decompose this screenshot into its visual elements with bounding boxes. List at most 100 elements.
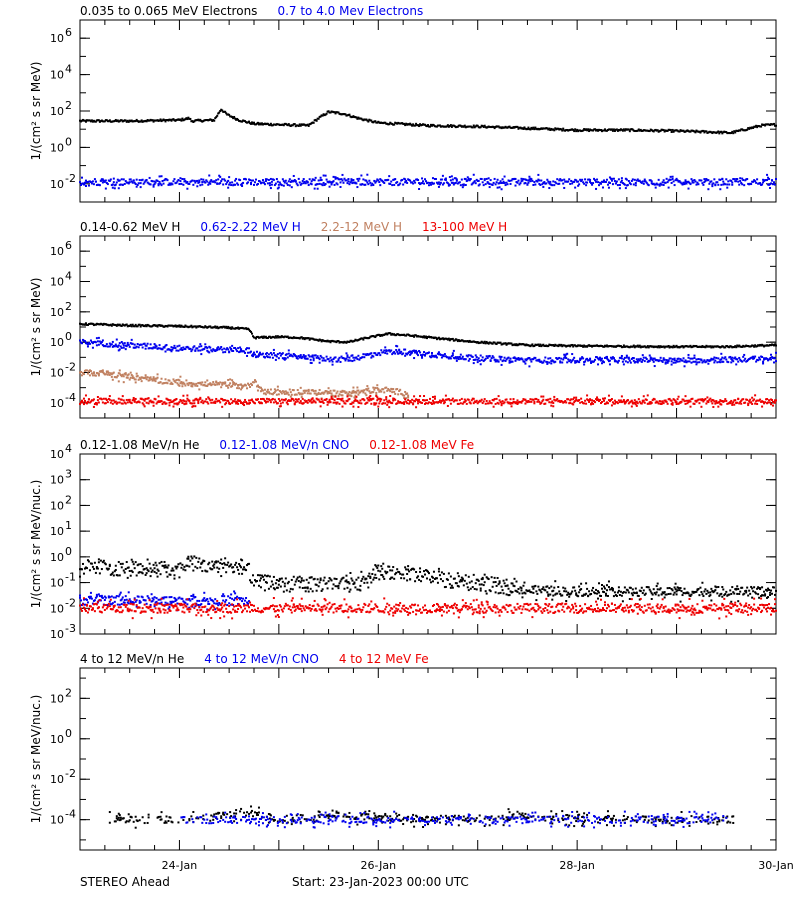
data-point [247,181,250,184]
y-tick-label: 10 [50,276,64,289]
data-point [612,357,615,360]
data-point [170,381,173,384]
data-point [134,182,137,185]
data-point [174,381,177,384]
data-point [182,568,185,571]
data-point [302,402,305,405]
data-point [348,397,351,400]
data-point [734,356,737,359]
data-point [504,342,507,345]
data-point [199,381,202,384]
data-point [664,361,667,364]
data-point [414,351,417,354]
data-point [547,345,550,348]
data-point [725,131,728,134]
data-point [111,571,114,574]
data-point [337,340,340,343]
data-point [298,181,301,184]
data-point [256,389,259,392]
data-point [612,177,615,180]
data-point [170,569,173,572]
data-point [448,399,451,402]
data-point [498,399,501,402]
data-point [256,121,259,124]
data-point [181,385,184,388]
data-point [509,357,512,360]
data-point [487,177,490,180]
data-point [386,333,389,336]
data-point [394,392,397,395]
data-point [193,555,196,558]
data-point [375,391,378,394]
data-point [179,348,182,351]
data-point [129,574,132,577]
data-point [83,323,86,326]
data-point [382,402,385,405]
data-point [150,570,153,573]
data-point [569,359,572,362]
data-point [342,181,345,184]
data-point [761,183,764,186]
data-point [269,187,272,190]
y-tick-exponent: 2 [65,493,72,506]
data-point [281,401,284,404]
data-point [385,398,388,401]
data-point [458,181,461,184]
data-point [319,176,322,179]
data-point [225,571,228,574]
data-point [136,374,139,377]
data-point [705,130,708,133]
data-point [272,352,275,355]
data-point [589,358,592,361]
data-point [563,401,566,404]
data-point [708,398,711,401]
data-point [121,402,124,405]
data-point [255,350,258,353]
data-point [269,351,272,354]
data-point [607,394,610,397]
data-point [590,403,593,406]
data-point [538,179,541,182]
data-point [688,360,691,363]
data-point [79,370,82,373]
data-point [156,401,159,404]
data-point [240,388,243,391]
data-point [187,557,190,560]
data-point [157,183,160,186]
data-point [482,126,485,129]
data-point [82,397,85,400]
data-point [196,384,199,387]
data-point [622,128,625,131]
data-point [405,180,408,183]
data-point [206,346,209,349]
data-point [198,557,201,560]
data-point [382,351,385,354]
data-point [534,126,537,129]
data-point [507,356,510,359]
data-point [543,181,546,184]
data-point [278,352,281,355]
data-point [558,356,561,359]
data-point [169,349,172,352]
data-point [724,398,727,401]
data-point [172,405,175,408]
data-point [102,397,105,400]
data-point [163,119,166,122]
data-point [209,399,212,402]
data-point [149,343,152,346]
data-point [452,183,455,186]
data-point [561,179,564,182]
data-point [79,402,81,405]
data-point [124,348,127,351]
data-point [196,185,199,188]
data-point [485,177,488,180]
data-point [171,183,174,186]
data-point [729,355,732,358]
data-point [97,372,100,375]
data-point [79,339,81,342]
data-point [437,400,440,403]
data-point [228,176,231,179]
data-point [287,123,290,126]
data-point [175,379,178,382]
data-point [219,401,222,404]
